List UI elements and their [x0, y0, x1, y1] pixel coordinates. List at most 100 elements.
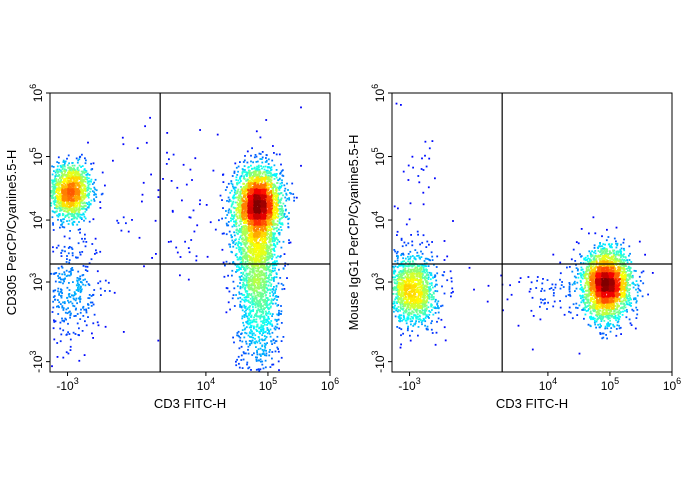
event-point [189, 216, 192, 219]
event-point [87, 189, 89, 191]
event-point [269, 240, 272, 243]
event-point [269, 218, 272, 221]
event-point [244, 262, 247, 265]
event-point [246, 209, 248, 211]
event-point [273, 186, 275, 188]
event-point [63, 202, 65, 205]
event-point [57, 175, 60, 177]
event-point [265, 258, 268, 261]
event-point [261, 253, 263, 255]
event-point [79, 231, 81, 234]
event-point [269, 255, 272, 257]
event-point [69, 207, 72, 210]
event-point [77, 288, 79, 291]
event-point [275, 288, 277, 291]
event-point [246, 189, 248, 192]
event-point [265, 321, 267, 323]
event-point [262, 249, 265, 251]
event-point [251, 303, 253, 306]
event-point [268, 196, 270, 198]
event-point [280, 310, 283, 313]
event-point [272, 294, 274, 297]
event-point [74, 293, 77, 296]
event-point [254, 279, 257, 282]
event-point [95, 196, 98, 198]
event-point [64, 311, 67, 314]
event-point [253, 175, 256, 178]
event-point [63, 165, 66, 168]
event-point [242, 256, 244, 259]
event-point [287, 226, 290, 229]
event-point [72, 304, 75, 307]
event-point [263, 308, 265, 311]
event-point [71, 188, 74, 191]
event-point [247, 185, 250, 188]
event-point [237, 209, 240, 212]
event-point [268, 172, 270, 174]
event-point [56, 305, 58, 308]
event-point [265, 184, 267, 187]
event-point [90, 178, 93, 181]
event-point [257, 281, 259, 284]
event-point [231, 175, 234, 177]
event-point [74, 315, 77, 317]
event-point [243, 294, 246, 296]
event-point [74, 206, 77, 209]
event-point [264, 256, 267, 259]
event-point [256, 351, 258, 354]
event-point [60, 180, 62, 183]
event-point [267, 174, 270, 177]
event-point [87, 283, 90, 285]
event-point [72, 177, 75, 180]
event-point [122, 331, 125, 333]
event-point [81, 213, 83, 216]
event-point [259, 239, 261, 242]
event-point [53, 185, 56, 188]
event-point [62, 206, 64, 209]
event-point [67, 331, 69, 334]
event-point [255, 155, 258, 158]
event-point [239, 287, 242, 290]
event-point [258, 277, 261, 280]
event-point [70, 210, 73, 212]
event-point [275, 227, 277, 230]
event-point [249, 305, 251, 307]
event-point [271, 187, 274, 189]
event-point [61, 199, 64, 202]
event-point [68, 311, 70, 314]
event-point [274, 302, 277, 305]
event-point [262, 228, 265, 231]
event-point [255, 346, 257, 348]
event-point [267, 280, 270, 283]
event-point [272, 270, 275, 273]
event-point [250, 191, 252, 193]
event-point [75, 191, 78, 193]
event-point [66, 258, 68, 260]
event-point [239, 285, 242, 288]
event-point [237, 330, 240, 333]
event-point [256, 173, 259, 176]
event-point [256, 273, 258, 276]
event-point [261, 184, 263, 187]
event-point [268, 219, 270, 221]
event-point [62, 301, 64, 304]
event-point [276, 220, 279, 223]
event-point [238, 224, 240, 227]
event-point [75, 200, 77, 203]
event-point [259, 179, 261, 182]
event-point [245, 213, 248, 216]
event-point [251, 235, 254, 238]
event-point [247, 287, 250, 289]
event-point [251, 354, 254, 356]
event-point [243, 279, 246, 282]
event-point [253, 258, 255, 260]
event-point [249, 302, 252, 304]
event-point [265, 157, 267, 159]
event-point [85, 324, 88, 327]
event-point [267, 201, 270, 204]
event-point [257, 247, 260, 250]
event-point [239, 191, 242, 193]
event-point [254, 248, 257, 250]
event-point [264, 366, 267, 369]
event-point [53, 180, 56, 183]
